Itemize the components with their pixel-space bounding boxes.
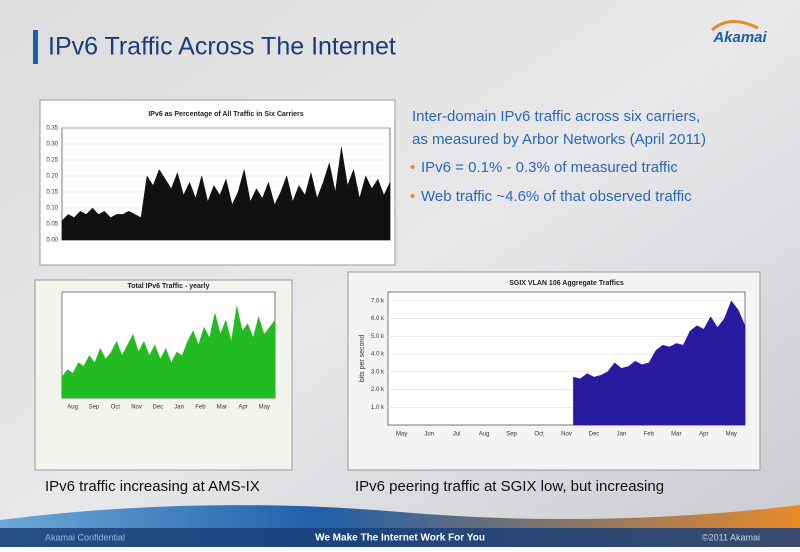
bullet-text: Web traffic ~4.6% of that observed traff… bbox=[421, 188, 692, 205]
y-tick-label: 0.25 bbox=[46, 158, 58, 164]
x-tick-label: Jan bbox=[174, 405, 184, 411]
footer-center: We Make The Internet Work For You bbox=[315, 533, 485, 544]
footer-strip bbox=[0, 528, 800, 547]
y-tick-label: 5.0 k bbox=[371, 334, 385, 340]
chart-title: Total IPv6 Traffic - yearly bbox=[128, 283, 210, 290]
y-tick-label: 7.0 k bbox=[371, 298, 385, 304]
x-tick-label: Jan bbox=[617, 432, 627, 438]
x-tick-label: Nov bbox=[131, 405, 142, 411]
y-tick-label: 0.30 bbox=[46, 142, 58, 148]
y-tick-label: 3.0 k bbox=[371, 369, 385, 375]
summary-line: Inter-domain IPv6 traffic across six car… bbox=[412, 108, 700, 125]
logo-arc bbox=[711, 20, 759, 32]
bullet-text: IPv6 = 0.1% - 0.3% of measured traffic bbox=[421, 159, 678, 176]
y-tick-label: 0.05 bbox=[46, 222, 58, 228]
y-tick-label: 0.10 bbox=[46, 206, 58, 212]
footer-right: ©2011 Akamai bbox=[702, 532, 760, 542]
x-tick-label: Dec bbox=[589, 432, 600, 438]
y-tick-label: 2.0 k bbox=[371, 387, 385, 393]
slide-title: IPv6 Traffic Across The Internet bbox=[48, 33, 396, 61]
x-tick-label: Feb bbox=[644, 432, 655, 438]
footer-left: Akamai Confidential bbox=[45, 532, 125, 542]
caption: IPv6 peering traffic at SGIX low, but in… bbox=[355, 478, 664, 495]
x-tick-label: Jun bbox=[424, 432, 434, 438]
y-tick-label: 0.15 bbox=[46, 190, 58, 196]
x-tick-label: Nov bbox=[561, 432, 572, 438]
chart-title: SGIX VLAN 106 Aggregate Traffics bbox=[509, 280, 624, 287]
x-tick-label: Mar bbox=[217, 405, 227, 411]
x-tick-label: May bbox=[259, 405, 270, 411]
chart-title: IPv6 as Percentage of All Traffic in Six… bbox=[148, 111, 303, 118]
y-tick-label: 0.20 bbox=[46, 174, 58, 180]
x-tick-label: May bbox=[726, 432, 737, 438]
y-tick-label: 1.0 k bbox=[371, 405, 385, 411]
x-tick-label: May bbox=[396, 432, 407, 438]
area bbox=[61, 306, 276, 399]
area bbox=[573, 300, 746, 426]
x-tick-label: Jul bbox=[453, 432, 461, 438]
area bbox=[61, 147, 391, 241]
x-tick-label: Apr bbox=[238, 405, 247, 411]
y-tick-label: 0.00 bbox=[46, 238, 58, 244]
bullet: • bbox=[410, 159, 415, 176]
y-tick-label: 0.35 bbox=[46, 126, 58, 132]
x-tick-label: Sep bbox=[506, 432, 517, 438]
logo: Akamai bbox=[712, 29, 767, 46]
x-tick-label: Oct bbox=[111, 405, 121, 411]
y-tick-label: 6.0 k bbox=[371, 316, 385, 322]
y-tick-label: 4.0 k bbox=[371, 352, 385, 358]
x-tick-label: Aug bbox=[479, 432, 490, 438]
x-tick-label: Oct bbox=[534, 432, 544, 438]
title-bar bbox=[33, 30, 38, 64]
bullet: • bbox=[410, 188, 415, 205]
x-tick-label: Apr bbox=[699, 432, 708, 438]
caption: IPv6 traffic increasing at AMS-IX bbox=[45, 478, 260, 495]
x-tick-label: Mar bbox=[671, 432, 681, 438]
x-tick-label: Dec bbox=[153, 405, 164, 411]
x-tick-label: Feb bbox=[195, 405, 206, 411]
summary-line: as measured by Arbor Networks (April 201… bbox=[412, 131, 706, 148]
x-tick-label: Aug bbox=[67, 405, 78, 411]
y-axis-label: bits per second bbox=[359, 335, 366, 383]
x-tick-label: Sep bbox=[89, 405, 100, 411]
